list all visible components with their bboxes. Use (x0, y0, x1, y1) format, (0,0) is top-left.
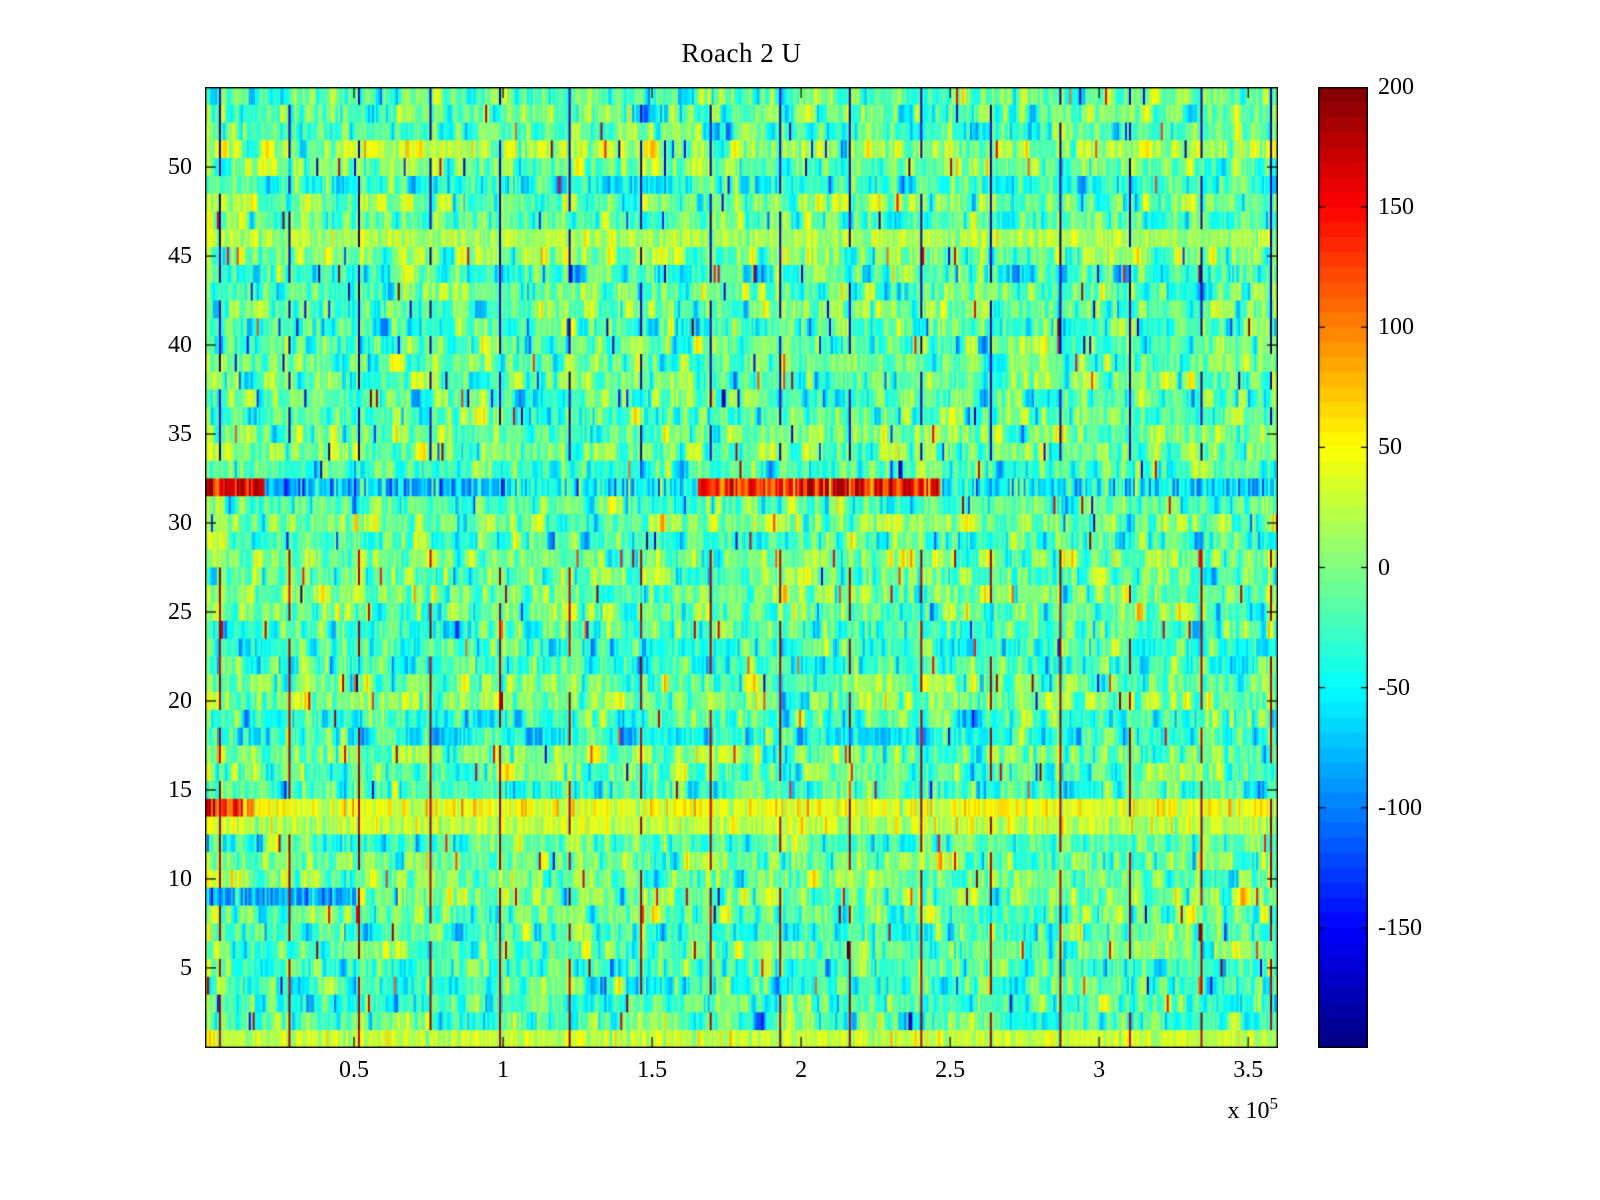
y-tick-label: 5 (180, 954, 192, 981)
chart-title: Roach 2 U (681, 38, 802, 68)
y-tick-label: 40 (168, 332, 192, 359)
colorbar-tick-label: 200 (1378, 74, 1414, 100)
x-tick-label: 3 (1093, 1057, 1106, 1083)
colorbar-tick-label: -150 (1378, 914, 1422, 941)
colorbar-tick-label: 100 (1378, 314, 1414, 341)
colorbar-tick-label: 50 (1378, 434, 1402, 461)
x-tick-label: 3.5 (1233, 1057, 1264, 1083)
x-tick-label: 2 (795, 1057, 808, 1083)
y-tick-label: 45 (168, 243, 192, 270)
colorbar (1318, 87, 1368, 1048)
x-tick-label: 2.5 (935, 1057, 966, 1083)
x-tick-label: 1 (497, 1057, 510, 1083)
colorbar-tick-label: -100 (1378, 794, 1422, 821)
colorbar-tick-label: 150 (1378, 194, 1414, 221)
y-tick-label: 25 (168, 598, 192, 625)
colorbar-tick-label: -50 (1378, 674, 1410, 701)
y-tick-label: 20 (168, 687, 192, 714)
y-tick-label: 10 (168, 865, 192, 892)
y-tick-label: 15 (168, 776, 192, 803)
x-axis-exponent-label: x 105 (1228, 1094, 1279, 1125)
heatmap-image (205, 87, 1278, 1048)
x-tick-label: 0.5 (339, 1057, 370, 1083)
y-tick-label: 35 (168, 421, 192, 448)
colorbar-tick-label: 0 (1378, 554, 1390, 581)
x-axis-exponent-power: 5 (1269, 1094, 1279, 1113)
x-axis-exponent-base: x 10 (1227, 1098, 1270, 1124)
y-tick-label: 50 (168, 154, 192, 181)
x-tick-label: 1.5 (637, 1057, 668, 1083)
y-tick-label: 30 (168, 510, 192, 536)
